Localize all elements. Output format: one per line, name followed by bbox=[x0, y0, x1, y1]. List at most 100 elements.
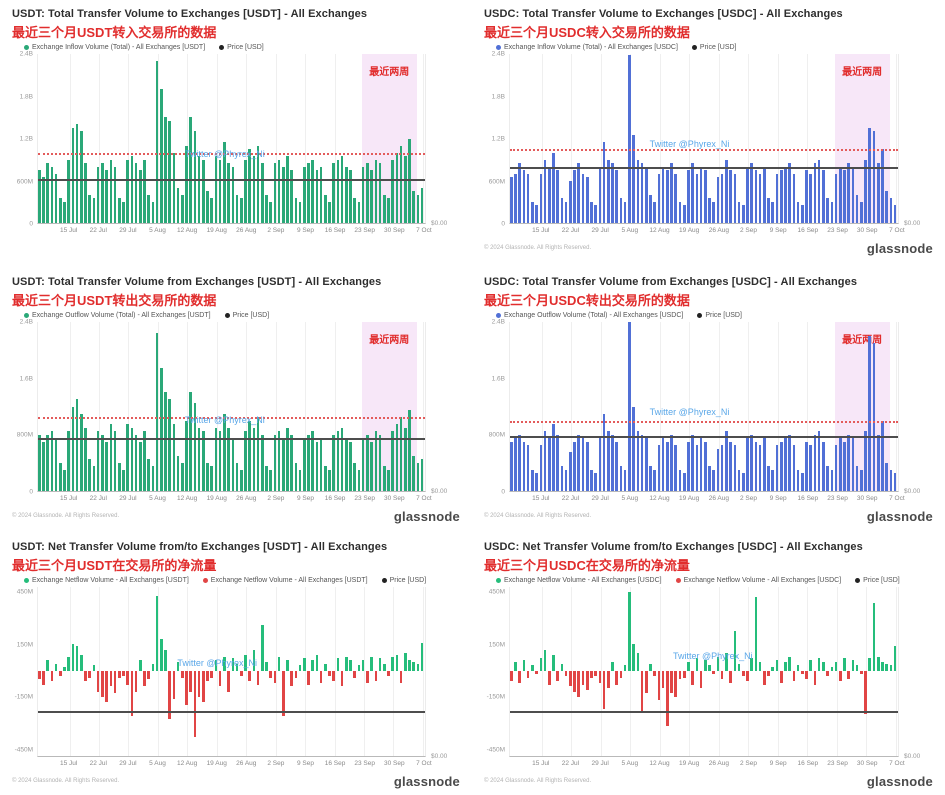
volume-bar[interactable] bbox=[771, 469, 775, 491]
volume-bar[interactable] bbox=[395, 424, 399, 491]
volume-bar[interactable] bbox=[687, 170, 690, 223]
volume-bar[interactable] bbox=[763, 166, 766, 223]
volume-bar[interactable] bbox=[294, 198, 298, 223]
volume-bar[interactable] bbox=[754, 170, 758, 223]
volume-bar[interactable] bbox=[328, 469, 331, 491]
volume-bar[interactable] bbox=[71, 127, 75, 223]
volume-bar[interactable] bbox=[535, 205, 538, 223]
volume-bar[interactable] bbox=[729, 170, 732, 223]
volume-bar[interactable] bbox=[796, 469, 800, 491]
volume-bar[interactable] bbox=[881, 420, 884, 491]
volume-bar[interactable] bbox=[805, 170, 808, 223]
volume-bar[interactable] bbox=[101, 434, 104, 491]
volume-bar[interactable] bbox=[691, 163, 694, 223]
volume-bar[interactable] bbox=[269, 201, 272, 223]
volume-bar[interactable] bbox=[151, 466, 155, 491]
volume-bar[interactable] bbox=[286, 660, 289, 671]
volume-bar[interactable] bbox=[581, 438, 585, 491]
volume-bar[interactable] bbox=[189, 392, 193, 491]
volume-bar[interactable] bbox=[206, 191, 209, 223]
volume-bar[interactable] bbox=[332, 434, 336, 491]
volume-bar[interactable] bbox=[345, 166, 348, 223]
volume-bar[interactable] bbox=[122, 469, 125, 491]
volume-bar[interactable] bbox=[556, 670, 559, 682]
volume-bar[interactable] bbox=[46, 163, 49, 223]
volume-bar[interactable] bbox=[80, 131, 83, 223]
volume-bar[interactable] bbox=[75, 399, 79, 491]
volume-bar[interactable] bbox=[560, 466, 564, 491]
volume-bar[interactable] bbox=[632, 134, 635, 223]
volume-bar[interactable] bbox=[67, 431, 71, 491]
volume-bar[interactable] bbox=[357, 201, 361, 223]
volume-bar[interactable] bbox=[674, 173, 678, 223]
volume-bar[interactable] bbox=[737, 663, 741, 671]
volume-bar[interactable] bbox=[518, 670, 522, 683]
volume-bar[interactable] bbox=[361, 438, 365, 491]
volume-bar[interactable] bbox=[197, 156, 201, 223]
volume-bar[interactable] bbox=[893, 473, 897, 491]
volume-bar[interactable] bbox=[885, 191, 888, 223]
volume-bar[interactable] bbox=[775, 660, 779, 671]
volume-bar[interactable] bbox=[539, 173, 543, 223]
volume-bar[interactable] bbox=[843, 658, 846, 671]
volume-bar[interactable] bbox=[632, 406, 635, 491]
volume-bar[interactable] bbox=[71, 644, 75, 671]
volume-bar[interactable] bbox=[729, 441, 732, 491]
volume-bar[interactable] bbox=[218, 159, 222, 223]
volume-bar[interactable] bbox=[817, 431, 821, 491]
volume-bar[interactable] bbox=[159, 639, 163, 671]
volume-bar[interactable] bbox=[130, 427, 134, 491]
volume-bar[interactable] bbox=[181, 670, 184, 678]
volume-bar[interactable] bbox=[366, 163, 369, 223]
volume-bar[interactable] bbox=[644, 438, 648, 491]
volume-bar[interactable] bbox=[767, 670, 770, 676]
volume-bar[interactable] bbox=[750, 434, 753, 491]
volume-bar[interactable] bbox=[640, 434, 644, 491]
volume-bar[interactable] bbox=[80, 413, 83, 491]
volume-bar[interactable] bbox=[623, 201, 627, 223]
volume-bar[interactable] bbox=[543, 159, 547, 223]
volume-bar[interactable] bbox=[370, 656, 373, 671]
volume-bar[interactable] bbox=[67, 159, 71, 223]
volume-bar[interactable] bbox=[539, 445, 543, 491]
volume-bar[interactable] bbox=[830, 667, 834, 671]
volume-bar[interactable] bbox=[653, 201, 656, 223]
volume-bar[interactable] bbox=[564, 670, 568, 676]
volume-bar[interactable] bbox=[784, 166, 787, 223]
volume-bar[interactable] bbox=[619, 198, 623, 223]
volume-bar[interactable] bbox=[682, 205, 686, 223]
volume-bar[interactable] bbox=[864, 670, 867, 715]
volume-bar[interactable] bbox=[855, 194, 859, 223]
volume-bar[interactable] bbox=[678, 670, 682, 680]
volume-bar[interactable] bbox=[244, 159, 247, 223]
volume-bar[interactable] bbox=[185, 420, 188, 491]
volume-bar[interactable] bbox=[277, 159, 281, 223]
volume-bar[interactable] bbox=[855, 665, 859, 671]
volume-bar[interactable] bbox=[720, 670, 724, 680]
volume-bar[interactable] bbox=[615, 670, 619, 685]
plot-area[interactable]: Twitter @Phyrex_Ni bbox=[509, 587, 899, 757]
volume-bar[interactable] bbox=[834, 445, 838, 491]
volume-bar[interactable] bbox=[602, 413, 606, 491]
volume-bar[interactable] bbox=[345, 656, 348, 671]
volume-bar[interactable] bbox=[117, 462, 121, 491]
legend-item[interactable]: Exchange Netflow Volume - All Exchanges … bbox=[496, 577, 662, 584]
volume-bar[interactable] bbox=[543, 431, 547, 491]
volume-bar[interactable] bbox=[813, 434, 817, 491]
volume-bar[interactable] bbox=[695, 658, 699, 671]
volume-bar[interactable] bbox=[324, 194, 327, 223]
volume-bar[interactable] bbox=[514, 438, 517, 491]
volume-bar[interactable] bbox=[737, 469, 741, 491]
volume-bar[interactable] bbox=[193, 131, 197, 223]
volume-bar[interactable] bbox=[420, 642, 424, 671]
volume-bar[interactable] bbox=[666, 441, 669, 491]
volume-bar[interactable] bbox=[666, 670, 669, 727]
volume-bar[interactable] bbox=[92, 466, 96, 491]
volume-bar[interactable] bbox=[416, 194, 420, 223]
volume-bar[interactable] bbox=[763, 670, 766, 685]
volume-bar[interactable] bbox=[151, 201, 155, 223]
volume-bar[interactable] bbox=[594, 473, 597, 491]
volume-bar[interactable] bbox=[101, 163, 104, 223]
volume-bar[interactable] bbox=[349, 441, 352, 491]
volume-bar[interactable] bbox=[547, 670, 551, 685]
